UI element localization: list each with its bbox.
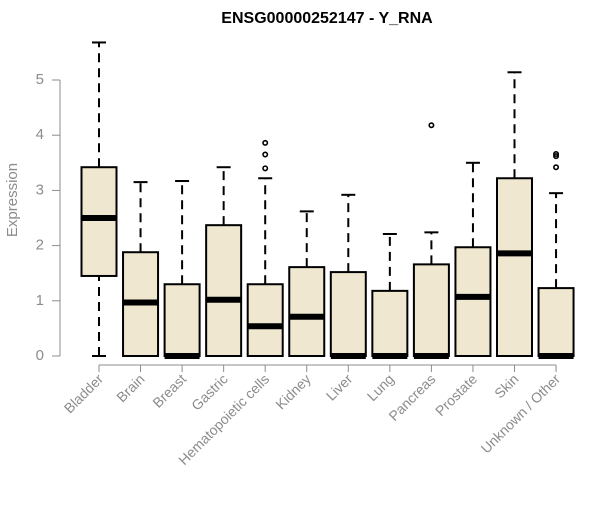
- x-tick-label: Unknown / Other: [478, 371, 564, 457]
- box-2: [122, 181, 160, 357]
- outlier-point: [262, 165, 269, 172]
- box-iqr: [412, 263, 450, 358]
- outlier-point: [262, 151, 269, 158]
- box-iqr: [205, 224, 243, 357]
- outlier-point: [428, 122, 435, 129]
- x-tick-label: Brain: [113, 371, 147, 405]
- x-tick-label: Skin: [491, 371, 522, 402]
- box-10: [454, 161, 492, 357]
- box-iqr: [80, 166, 118, 277]
- box-iqr: [454, 246, 492, 357]
- x-tick-label: Kidney: [272, 371, 314, 413]
- box-iqr: [288, 266, 326, 357]
- x-tick-label: Bladder: [61, 371, 107, 417]
- y-axis-label: Expression: [4, 163, 21, 237]
- box-5: [246, 139, 284, 357]
- chart-title: ENSG00000252147 - Y_RNA: [221, 10, 433, 27]
- box-iqr: [496, 177, 533, 357]
- box-9: [412, 122, 450, 359]
- outlier-point: [553, 153, 560, 160]
- box-iqr: [371, 289, 409, 358]
- y-tick-label: 2: [36, 237, 44, 254]
- y-tick-label: 0: [36, 347, 44, 364]
- x-tick-label: Liver: [323, 371, 356, 404]
- y-tick-label: 4: [36, 126, 44, 143]
- outlier-point: [553, 164, 560, 171]
- box-iqr: [537, 287, 575, 358]
- x-tick-label: Lung: [364, 371, 397, 404]
- outlier-point: [553, 150, 560, 157]
- box-6: [288, 210, 326, 357]
- box-8: [371, 233, 409, 359]
- outlier-point: [262, 139, 269, 146]
- x-tick-label: Breast: [149, 371, 189, 411]
- box-11: [496, 71, 533, 357]
- box-4: [205, 166, 243, 357]
- box-1: [80, 41, 118, 357]
- y-tick-label: 5: [36, 71, 44, 88]
- box-7: [329, 193, 367, 359]
- box-12: [537, 150, 575, 359]
- box-iqr: [329, 271, 367, 358]
- y-tick-label: 1: [36, 292, 44, 309]
- box-iqr: [246, 283, 284, 357]
- box-iqr: [163, 283, 201, 357]
- y-tick-label: 3: [36, 181, 44, 198]
- box-3: [163, 180, 201, 359]
- x-tick-label: Prostate: [432, 371, 480, 419]
